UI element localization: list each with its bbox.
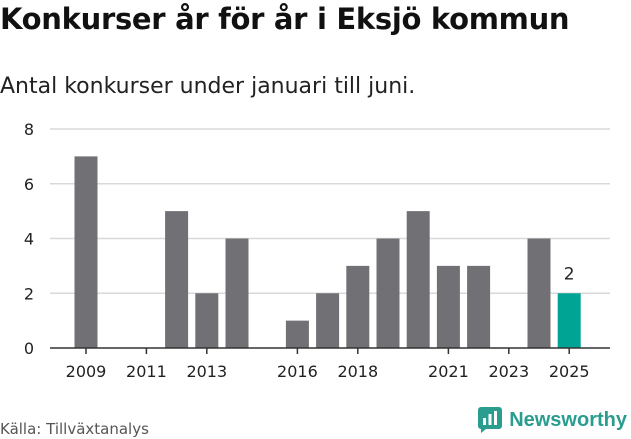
x-tick-label: 2021 bbox=[428, 362, 469, 381]
y-tick-label: 0 bbox=[24, 339, 34, 358]
x-tick-label: 2023 bbox=[488, 362, 529, 381]
brand-logo: Newsworthy bbox=[478, 407, 627, 433]
bar-2013 bbox=[195, 293, 219, 348]
chart-subtitle: Antal konkurser under januari till juni. bbox=[0, 74, 416, 99]
chart-title: Konkurser år för år i Eksjö kommun bbox=[0, 2, 570, 36]
y-tick-label: 6 bbox=[24, 175, 34, 194]
bar-2018 bbox=[346, 265, 370, 348]
bar-chart: 0 2 4 6 8 2009 2011 2013 2016 2018 2021 2023 2025 2 bbox=[24, 120, 610, 381]
bar-2009 bbox=[74, 156, 98, 348]
brand-name: Newsworthy bbox=[509, 408, 627, 431]
bar-2016 bbox=[285, 320, 309, 348]
x-tick-label: 2018 bbox=[337, 362, 378, 381]
x-tick-label: 2025 bbox=[549, 362, 590, 381]
y-tick-label: 4 bbox=[24, 230, 34, 249]
bar-2024 bbox=[527, 238, 551, 348]
bar-2017 bbox=[316, 293, 340, 348]
bar-2019 bbox=[376, 238, 400, 348]
bar-2022 bbox=[467, 265, 491, 348]
y-tick-label: 8 bbox=[24, 120, 34, 139]
data-label: 2 bbox=[564, 264, 575, 284]
bar-2020 bbox=[406, 211, 430, 348]
bar-2025 bbox=[557, 293, 581, 348]
source-note: Källa: Tillväxtanalys bbox=[0, 420, 149, 438]
x-tick-label: 2009 bbox=[66, 362, 107, 381]
bar-2012 bbox=[165, 211, 189, 348]
x-tick-label: 2013 bbox=[186, 362, 227, 381]
bar-2021 bbox=[436, 265, 460, 348]
x-tick-label: 2011 bbox=[126, 362, 167, 381]
y-tick-label: 2 bbox=[24, 284, 34, 303]
newsworthy-logo-icon bbox=[478, 407, 503, 433]
x-tick-label: 2016 bbox=[277, 362, 318, 381]
bar-2014 bbox=[225, 238, 249, 348]
